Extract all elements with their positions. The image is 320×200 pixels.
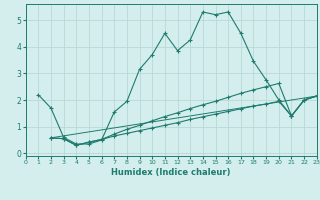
- X-axis label: Humidex (Indice chaleur): Humidex (Indice chaleur): [111, 168, 231, 177]
